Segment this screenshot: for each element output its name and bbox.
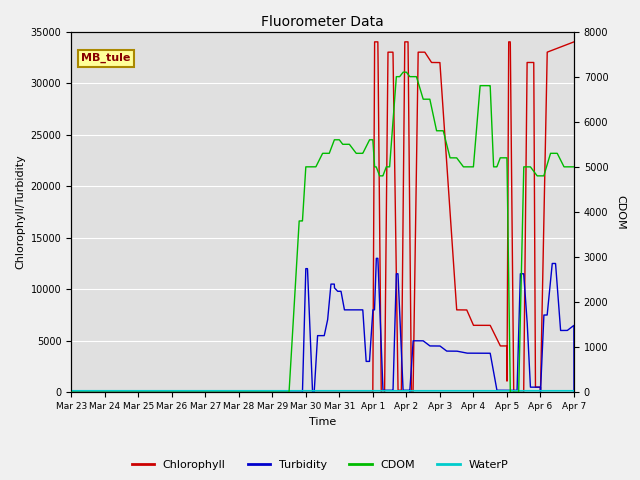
Title: Fluorometer Data: Fluorometer Data bbox=[261, 15, 384, 29]
X-axis label: Time: Time bbox=[309, 417, 336, 427]
Text: MB_tule: MB_tule bbox=[81, 53, 131, 63]
Y-axis label: CDOM: CDOM bbox=[615, 194, 625, 229]
Y-axis label: Chlorophyll/Turbidity: Chlorophyll/Turbidity bbox=[15, 155, 25, 269]
Legend: Chlorophyll, Turbidity, CDOM, WaterP: Chlorophyll, Turbidity, CDOM, WaterP bbox=[127, 456, 513, 474]
